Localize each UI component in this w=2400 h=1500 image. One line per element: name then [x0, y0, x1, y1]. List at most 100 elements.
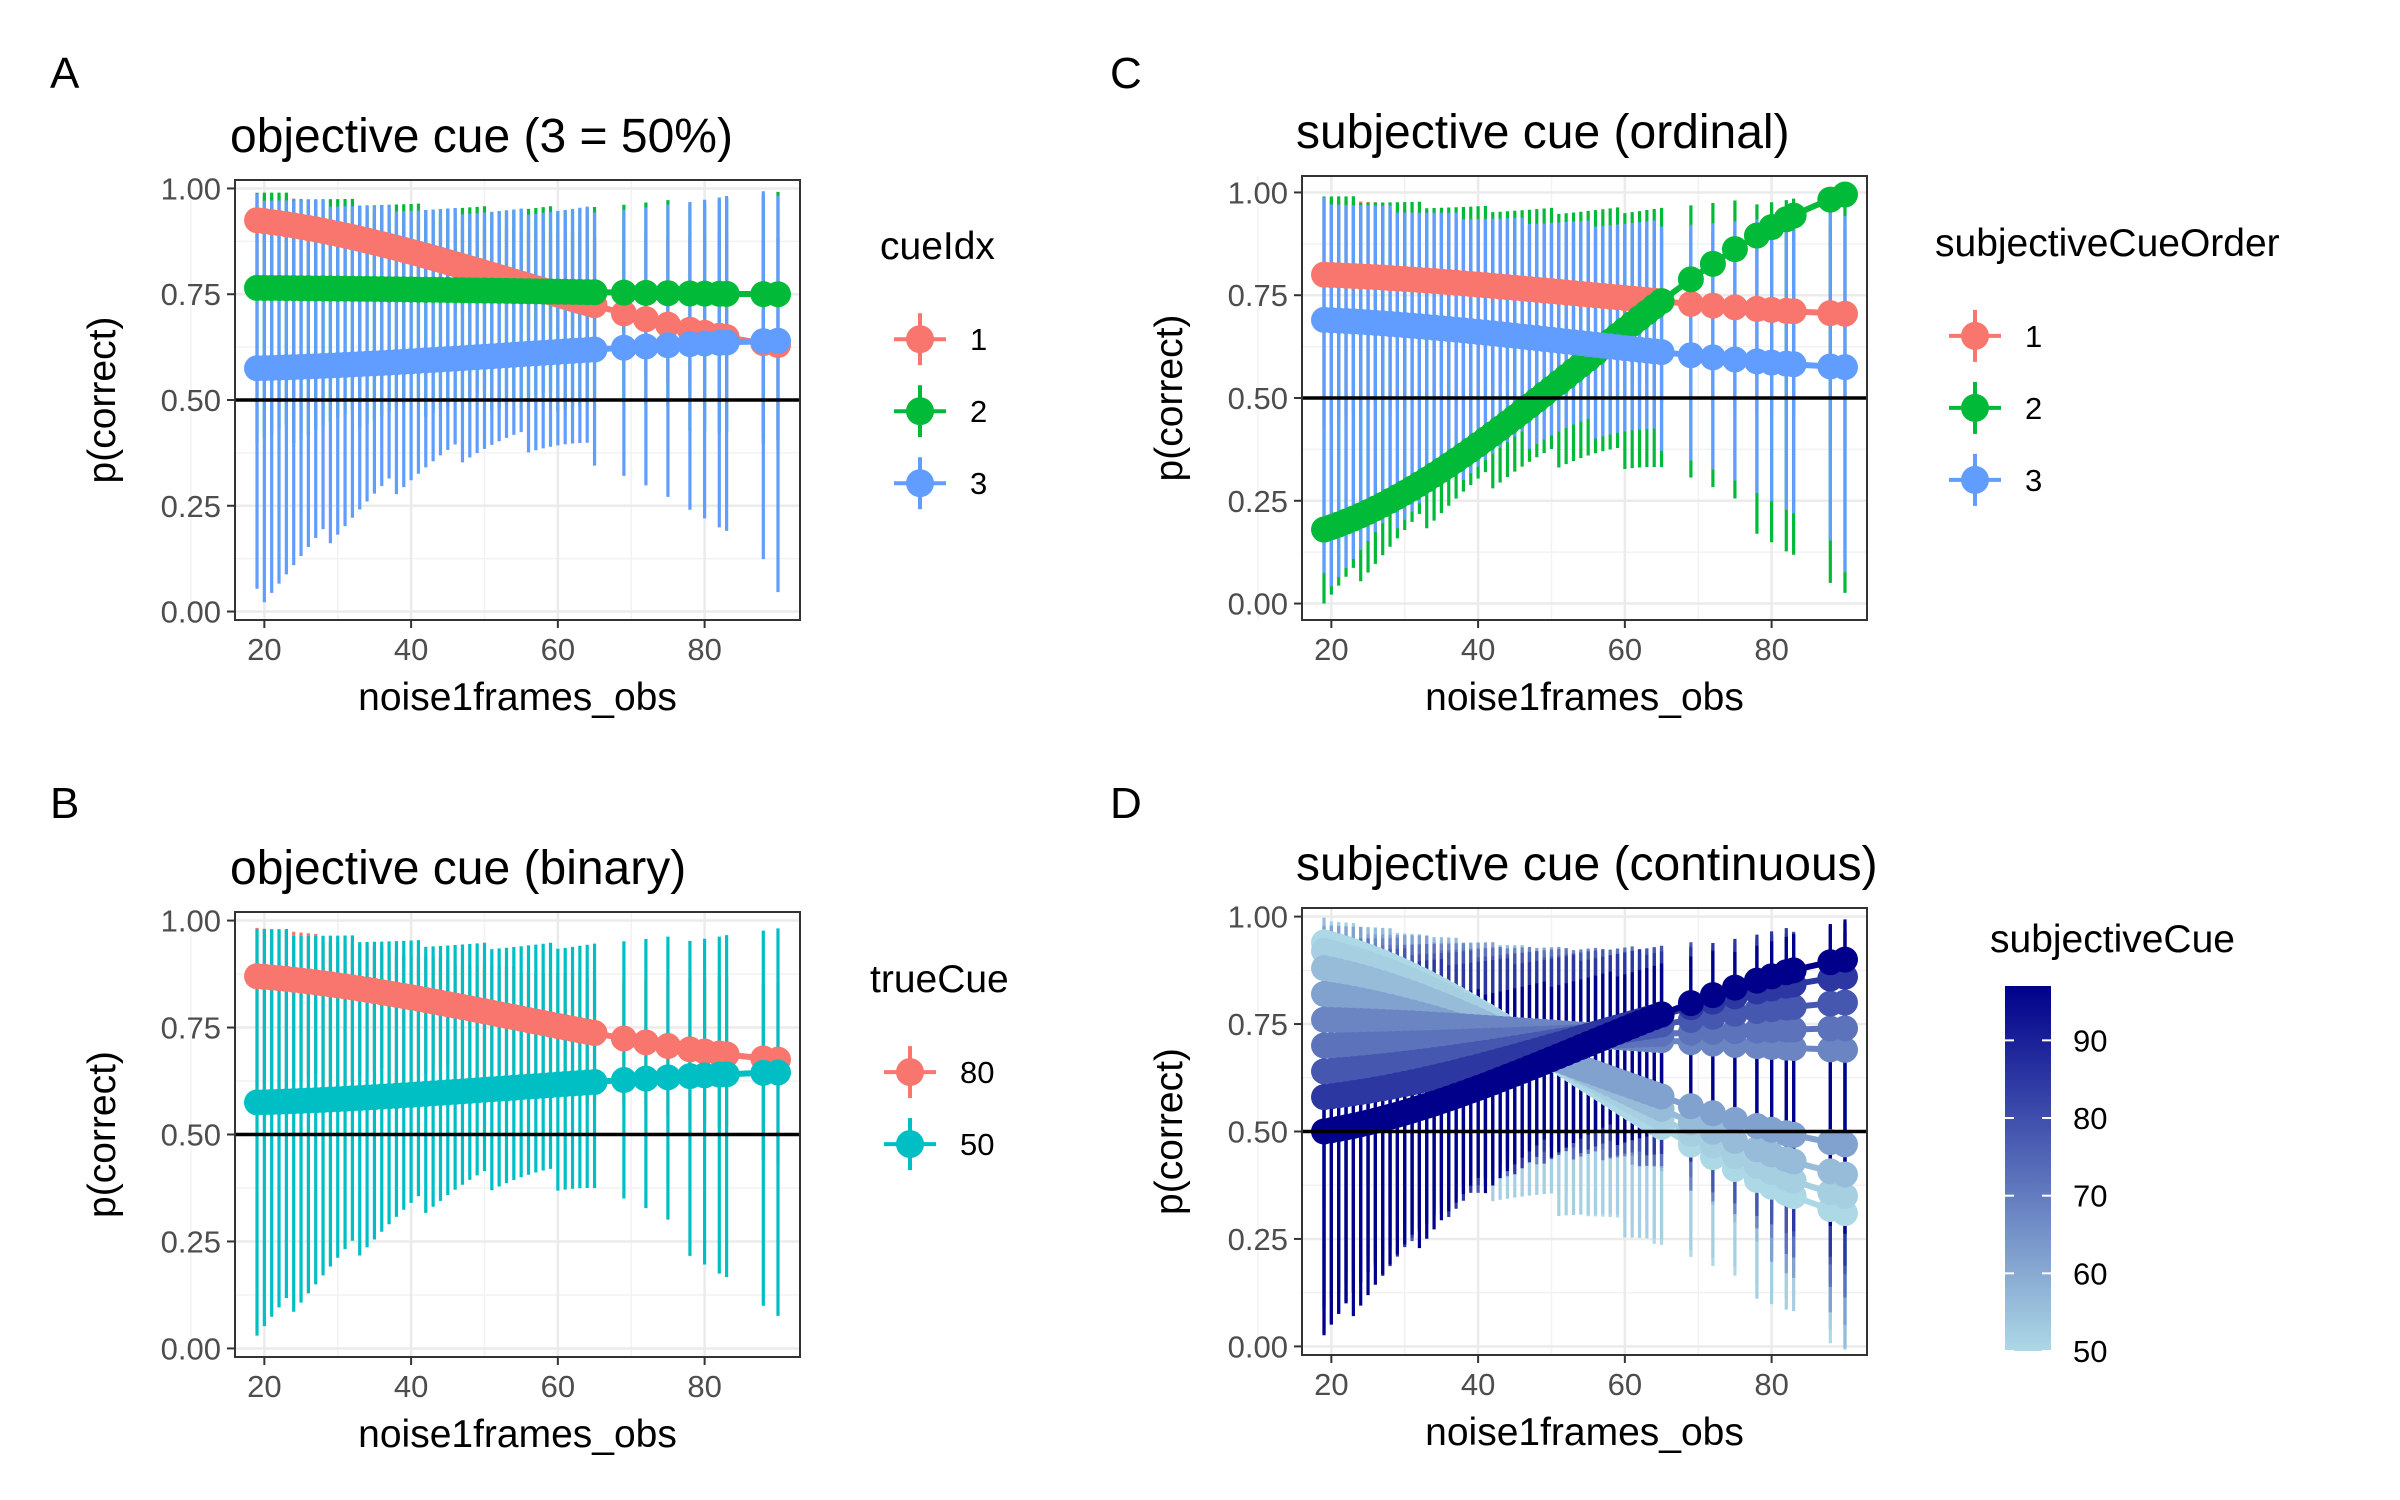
data-point [764, 327, 791, 354]
data-point [713, 280, 740, 307]
legend-label: 50 [960, 1127, 994, 1162]
y-tick-label: 0.00 [1228, 1329, 1288, 1364]
data-point [1648, 1001, 1675, 1028]
data-point [1780, 957, 1807, 984]
data-point [1699, 1100, 1726, 1127]
x-tick-label: 20 [247, 632, 281, 667]
data-point [1677, 990, 1704, 1017]
data-point [1780, 298, 1807, 325]
y-tick-label: 0.75 [1228, 278, 1288, 313]
y-tick-label: 0.00 [161, 1331, 221, 1366]
x-tick-label: 40 [1461, 632, 1495, 667]
colorbar-tick-label: 90 [2073, 1023, 2107, 1058]
data-point [1831, 1015, 1858, 1042]
y-tick-label: 0.75 [1228, 1007, 1288, 1042]
x-tick-label: 20 [1314, 1367, 1348, 1402]
data-point [1677, 1093, 1704, 1120]
data-point [1721, 294, 1748, 321]
data-point [1677, 290, 1704, 317]
legend-title: trueCue [870, 958, 1009, 1001]
data-point [610, 279, 637, 306]
legend-title: subjectiveCue [1990, 918, 2235, 961]
legend-key-point [896, 1130, 924, 1159]
data-point [632, 1029, 659, 1056]
data-point [581, 279, 608, 306]
x-axis-label: noise1frames_obs [1425, 676, 1744, 719]
data-point [764, 1059, 791, 1086]
colorbar-tick-label: 70 [2073, 1179, 2107, 1214]
data-point [1780, 202, 1807, 229]
x-tick-label: 40 [1461, 1367, 1495, 1402]
data-layer [1311, 181, 1858, 604]
data-point [610, 300, 637, 327]
data-point [581, 1068, 608, 1095]
legend-key-point [906, 469, 934, 498]
data-point [654, 1033, 681, 1060]
data-point [1677, 342, 1704, 369]
data-point [1699, 250, 1726, 277]
x-tick-label: 40 [394, 1369, 428, 1404]
data-layer [244, 191, 791, 603]
y-axis-label: p(correct) [1148, 315, 1191, 482]
legend-label: 80 [960, 1055, 994, 1090]
y-axis-label: p(correct) [1148, 1048, 1191, 1215]
legend-key-point [1961, 393, 1989, 422]
legend-key-point [1961, 321, 1989, 350]
data-point [632, 1065, 659, 1092]
data-point [1780, 1121, 1807, 1148]
data-point [654, 332, 681, 359]
data-point [1721, 346, 1748, 373]
legend-label: 3 [970, 466, 987, 501]
data-point [713, 329, 740, 356]
chart-title: subjective cue (ordinal) [1296, 106, 1790, 159]
x-tick-label: 80 [1754, 1367, 1788, 1402]
data-point [581, 336, 608, 363]
data-point [632, 279, 659, 306]
data-point [1831, 181, 1858, 208]
panel-letter-c: C [1110, 49, 1142, 98]
y-tick-label: 0.25 [161, 1224, 221, 1259]
data-point [1780, 993, 1807, 1020]
panel-letter-d: D [1110, 779, 1142, 828]
x-axis-label: noise1frames_obs [358, 676, 677, 719]
legend-title: subjectiveCueOrder [1935, 222, 2280, 265]
legend-label: 2 [970, 394, 987, 429]
legend-label: 1 [970, 322, 987, 357]
x-tick-label: 60 [541, 632, 575, 667]
y-tick-label: 0.25 [161, 489, 221, 524]
legend: subjectiveCueOrder 1 2 3 [1935, 222, 2280, 506]
data-point [1831, 1036, 1858, 1063]
data-point [1677, 266, 1704, 293]
panel-letter-a: A [50, 49, 80, 98]
x-tick-label: 20 [247, 1369, 281, 1404]
y-tick-label: 0.25 [1228, 1222, 1288, 1257]
legend-key-point [906, 325, 934, 354]
data-point [1699, 344, 1726, 371]
points-cue-97 [1311, 946, 1858, 1145]
x-tick-label: 60 [1608, 1367, 1642, 1402]
chart-title: objective cue (3 = 50%) [230, 110, 733, 163]
x-tick-label: 40 [394, 632, 428, 667]
data-point [1699, 982, 1726, 1009]
data-point [1721, 1106, 1748, 1133]
data-point [1721, 236, 1748, 263]
panel-letter-b: B [50, 779, 79, 828]
data-point [654, 311, 681, 338]
legend-label: 3 [2025, 463, 2042, 498]
y-axis-label: p(correct) [81, 1051, 124, 1218]
y-tick-label: 1.00 [161, 171, 221, 206]
data-point [764, 281, 791, 308]
colorbar-tick-label: 50 [2073, 1334, 2107, 1369]
data-point [713, 1041, 740, 1068]
y-tick-label: 0.50 [1228, 381, 1288, 416]
x-axis-label: noise1frames_obs [358, 1413, 677, 1456]
data-point [1648, 339, 1675, 366]
y-tick-label: 1.00 [1228, 175, 1288, 210]
data-point [654, 1064, 681, 1091]
points-3 [1311, 306, 1858, 381]
y-tick-label: 0.75 [161, 1011, 221, 1046]
data-point [1831, 300, 1858, 327]
